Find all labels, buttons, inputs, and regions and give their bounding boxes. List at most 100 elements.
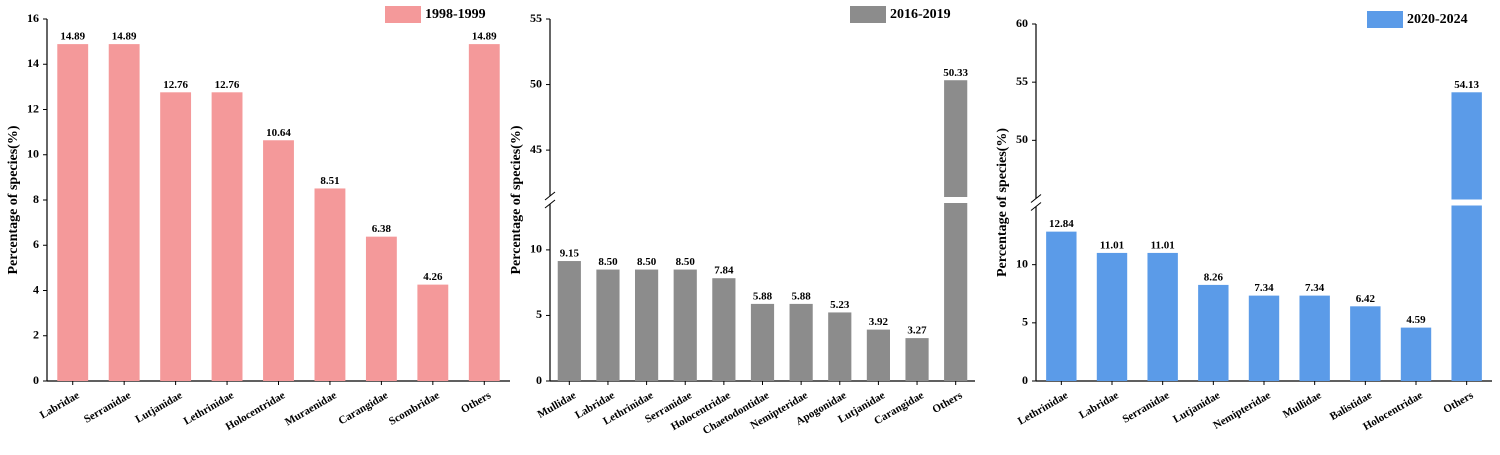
bar-break-gap: [1450, 199, 1483, 206]
value-label: 11.01: [1100, 239, 1124, 251]
y-tick-label: 10: [27, 147, 39, 161]
x-tick-label: Balistidae: [1328, 389, 1374, 423]
bar: [160, 92, 192, 382]
y-tick-label: 55: [530, 11, 542, 25]
x-tick-label: Mullidae: [1281, 389, 1324, 421]
value-label: 8.50: [637, 256, 657, 268]
value-label: 5.88: [792, 290, 812, 302]
x-tick-label: Serranidae: [82, 389, 133, 425]
bar: [905, 338, 929, 381]
legend-swatch: [385, 6, 421, 23]
y-tick-label: 60: [1016, 16, 1028, 30]
y-tick-label: 4: [33, 282, 39, 296]
value-label: 7.34: [1305, 282, 1325, 294]
value-label: 8.50: [598, 256, 618, 268]
y-tick-label: 12: [27, 101, 39, 115]
y-tick-label: 8: [33, 192, 39, 206]
value-label: 10.64: [266, 127, 291, 139]
y-tick-label: 6: [33, 237, 39, 251]
x-tick-label: Others: [930, 389, 965, 416]
bar: [1046, 231, 1077, 381]
y-tick-label: 5: [1022, 315, 1028, 329]
value-label: 7.84: [714, 265, 734, 277]
y-axis-label: Percentage of species(%): [509, 125, 524, 274]
x-tick-label: Serranidae: [1120, 389, 1171, 425]
bar: [365, 236, 397, 381]
bar: [1248, 295, 1280, 381]
y-tick-label: 16: [27, 11, 39, 25]
y-tick-label: 10: [530, 242, 542, 256]
bar: [866, 329, 890, 381]
legend-swatch: [850, 6, 886, 23]
value-label: 4.26: [423, 271, 443, 283]
x-tick-label: Labridae: [38, 389, 82, 421]
x-tick-label: Others: [1441, 389, 1476, 416]
value-label: 54.13: [1454, 79, 1479, 91]
axis-break-gap: [1033, 198, 1039, 207]
bar: [635, 269, 659, 381]
value-label: 7.34: [1254, 282, 1274, 294]
value-label: 12.84: [1049, 218, 1074, 230]
value-label: 9.15: [560, 248, 580, 260]
value-label: 50.33: [943, 67, 968, 79]
x-tick-label: Muraenidae: [283, 389, 339, 428]
bar: [108, 44, 140, 382]
bar: [57, 44, 89, 382]
value-label: 14.89: [112, 31, 137, 43]
bar: [1451, 92, 1482, 382]
bar: [1299, 295, 1330, 381]
bar: [211, 92, 243, 382]
bar: [944, 80, 968, 382]
value-label: 12.76: [163, 79, 188, 91]
bar: [1400, 327, 1432, 381]
value-label: 5.88: [753, 290, 773, 302]
bar: [468, 44, 500, 382]
y-tick-label: 0: [33, 373, 39, 387]
y-tick-label: 0: [536, 373, 542, 387]
bar: [1198, 284, 1229, 381]
y-tick-label: 2: [33, 328, 39, 342]
value-label: 4.59: [1406, 314, 1426, 326]
x-tick-label: Nemipteridae: [1211, 389, 1273, 432]
value-label: 14.89: [60, 31, 85, 43]
bar: [789, 303, 813, 381]
bar: [263, 140, 294, 381]
value-label: 3.27: [907, 325, 927, 337]
y-tick-label: 5: [536, 307, 542, 321]
value-label: 3.92: [869, 316, 889, 328]
legend-label: 2016-2019: [890, 7, 951, 22]
x-tick-label: Carangidae: [337, 389, 391, 427]
axis-break-mark: [544, 199, 556, 209]
axis-break-mark: [1030, 194, 1042, 203]
value-label: 8.51: [320, 175, 339, 187]
y-tick-label: 10: [1016, 256, 1028, 270]
bar: [828, 312, 852, 381]
value-label: 6.38: [372, 223, 392, 235]
bar: [596, 269, 620, 381]
x-tick-label: Mullidae: [536, 389, 579, 421]
y-tick-label: 50: [1016, 132, 1028, 146]
value-label: 11.01: [1151, 239, 1175, 251]
value-label: 6.42: [1356, 293, 1376, 305]
y-axis-label: Percentage of species(%): [995, 128, 1010, 277]
x-tick-label: Labridae: [1077, 389, 1121, 421]
y-tick-label: 45: [530, 142, 542, 156]
axis-break-mark: [1030, 202, 1042, 211]
y-tick-label: 0: [1022, 373, 1028, 387]
y-tick-label: 50: [530, 76, 542, 90]
legend-swatch: [1367, 11, 1403, 28]
x-tick-label: Others: [459, 389, 494, 416]
legend-label: 1998-1999: [425, 7, 486, 22]
axis-break-mark: [544, 191, 556, 201]
axis-break-gap: [547, 196, 553, 204]
value-label: 12.76: [215, 79, 240, 91]
x-tick-label: Scombridae: [387, 389, 442, 428]
bar: [673, 269, 697, 381]
bar: [750, 303, 775, 381]
bar: [557, 261, 581, 381]
x-tick-label: Lutjanidae: [133, 389, 184, 425]
bar: [1096, 252, 1128, 381]
bar: [712, 278, 736, 381]
bar: [1147, 252, 1178, 381]
